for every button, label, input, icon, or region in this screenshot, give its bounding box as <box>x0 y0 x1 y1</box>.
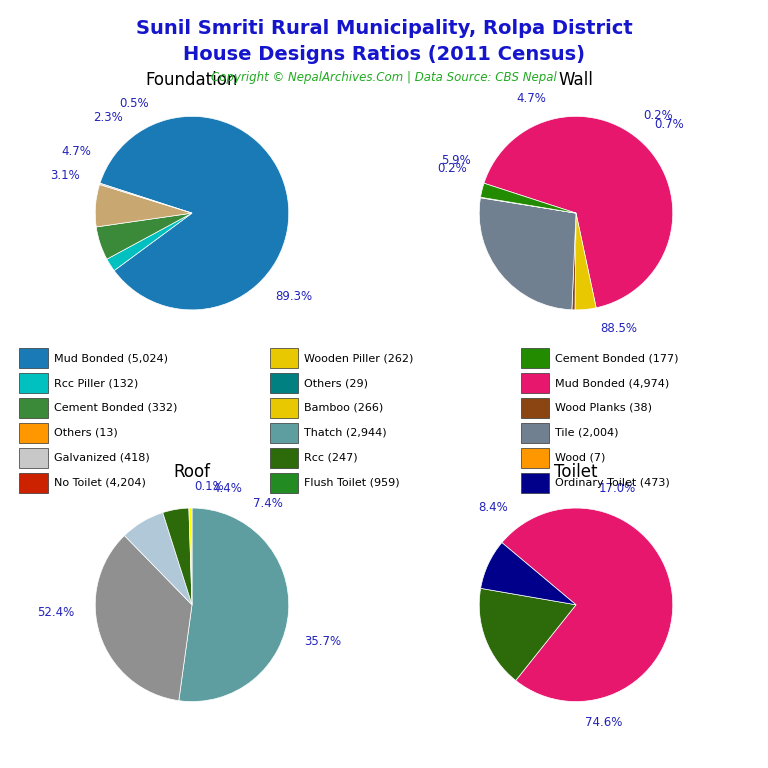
Wedge shape <box>95 184 192 227</box>
Text: 4.7%: 4.7% <box>516 92 546 105</box>
Text: Others (13): Others (13) <box>54 428 118 438</box>
Text: Bamboo (266): Bamboo (266) <box>304 403 384 413</box>
Text: 0.7%: 0.7% <box>654 118 684 131</box>
Wedge shape <box>179 508 289 701</box>
Wedge shape <box>479 198 576 310</box>
Bar <box>270 423 299 442</box>
Wedge shape <box>481 184 576 214</box>
Text: 8.4%: 8.4% <box>478 502 508 515</box>
Text: 74.6%: 74.6% <box>584 716 622 729</box>
Wedge shape <box>96 214 192 259</box>
Bar <box>19 423 48 442</box>
Title: Wall: Wall <box>558 71 594 89</box>
Bar <box>270 473 299 492</box>
Wedge shape <box>189 508 192 605</box>
Text: 35.7%: 35.7% <box>304 635 341 648</box>
Bar <box>521 349 549 368</box>
Text: 52.4%: 52.4% <box>37 607 74 619</box>
Bar <box>270 349 299 368</box>
Wedge shape <box>481 543 576 605</box>
Wedge shape <box>95 535 192 700</box>
Wedge shape <box>484 117 673 308</box>
Text: Ordinary Toilet (473): Ordinary Toilet (473) <box>555 478 670 488</box>
Bar <box>270 373 299 392</box>
Title: Toilet: Toilet <box>554 463 598 481</box>
Text: Rcc Piller (132): Rcc Piller (132) <box>54 378 137 388</box>
Text: 17.0%: 17.0% <box>598 482 635 495</box>
Text: No Toilet (4,204): No Toilet (4,204) <box>54 478 145 488</box>
Text: Thatch (2,944): Thatch (2,944) <box>304 428 387 438</box>
Bar <box>270 449 299 468</box>
Wedge shape <box>163 508 192 605</box>
Bar <box>521 373 549 392</box>
Text: 0.2%: 0.2% <box>643 109 673 122</box>
Text: 5.9%: 5.9% <box>441 154 471 167</box>
Text: Cement Bonded (332): Cement Bonded (332) <box>54 403 177 413</box>
Text: House Designs Ratios (2011 Census): House Designs Ratios (2011 Census) <box>183 45 585 64</box>
Wedge shape <box>502 508 673 701</box>
Text: 89.3%: 89.3% <box>275 290 313 303</box>
Text: Tile (2,004): Tile (2,004) <box>555 428 619 438</box>
Wedge shape <box>479 588 576 680</box>
Text: Flush Toilet (959): Flush Toilet (959) <box>304 478 400 488</box>
Bar <box>521 423 549 442</box>
Text: Copyright © NepalArchives.Com | Data Source: CBS Nepal: Copyright © NepalArchives.Com | Data Sou… <box>211 71 557 84</box>
Text: 2.3%: 2.3% <box>94 111 123 124</box>
Wedge shape <box>572 214 576 310</box>
Bar <box>19 399 48 418</box>
Text: Mud Bonded (4,974): Mud Bonded (4,974) <box>555 378 670 388</box>
Text: 7.4%: 7.4% <box>253 497 283 510</box>
Text: Wooden Piller (262): Wooden Piller (262) <box>304 353 414 363</box>
Wedge shape <box>124 512 192 605</box>
Text: 4.7%: 4.7% <box>61 145 91 158</box>
Text: Others (29): Others (29) <box>304 378 369 388</box>
Wedge shape <box>575 214 596 310</box>
Bar <box>521 399 549 418</box>
Text: 88.5%: 88.5% <box>601 322 637 335</box>
Bar <box>19 449 48 468</box>
Text: 0.1%: 0.1% <box>194 480 223 493</box>
Bar <box>521 473 549 492</box>
Text: 0.2%: 0.2% <box>437 162 467 175</box>
Title: Foundation: Foundation <box>146 71 238 89</box>
Text: Sunil Smriti Rural Municipality, Rolpa District: Sunil Smriti Rural Municipality, Rolpa D… <box>136 19 632 38</box>
Title: Roof: Roof <box>174 463 210 481</box>
Wedge shape <box>100 117 289 310</box>
Text: Galvanized (418): Galvanized (418) <box>54 453 149 463</box>
Bar <box>19 373 48 392</box>
Text: Rcc (247): Rcc (247) <box>304 453 358 463</box>
Text: 3.1%: 3.1% <box>50 170 80 182</box>
Text: Cement Bonded (177): Cement Bonded (177) <box>555 353 679 363</box>
Wedge shape <box>107 214 192 270</box>
Text: 4.4%: 4.4% <box>212 482 242 495</box>
Text: Mud Bonded (5,024): Mud Bonded (5,024) <box>54 353 167 363</box>
Text: 0.5%: 0.5% <box>119 97 148 110</box>
Bar <box>19 349 48 368</box>
Text: Wood (7): Wood (7) <box>555 453 606 463</box>
Text: Wood Planks (38): Wood Planks (38) <box>555 403 652 413</box>
Bar <box>270 399 299 418</box>
Bar <box>19 473 48 492</box>
Bar <box>521 449 549 468</box>
Wedge shape <box>100 184 192 214</box>
Wedge shape <box>481 197 576 214</box>
